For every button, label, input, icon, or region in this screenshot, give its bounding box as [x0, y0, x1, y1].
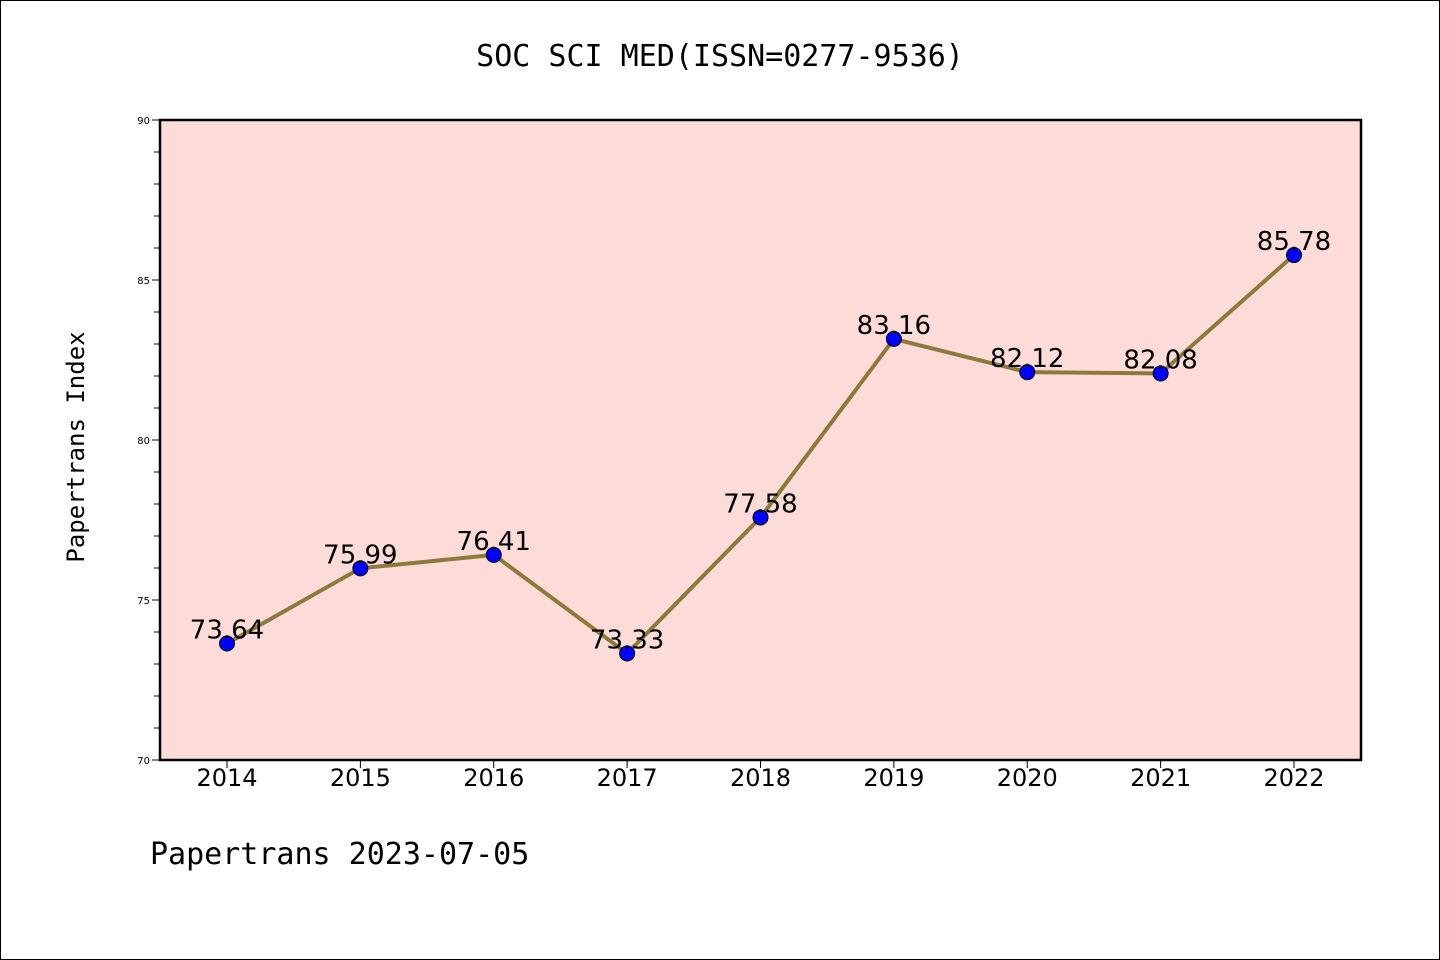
data-label: 75.99 [323, 540, 397, 570]
data-point [219, 635, 235, 652]
x-axis: 2014 2015 2016 2017 2018 2019 2020 2021 2022 [196, 760, 1325, 792]
data-markers [219, 247, 1302, 662]
data-label: 77.58 [723, 489, 797, 519]
x-tick-label: 2015 [330, 764, 391, 792]
y-tick-label: 85 [137, 276, 150, 287]
x-tick-label: 2018 [730, 764, 791, 792]
y-axis: 70 75 80 85 90 [137, 116, 160, 767]
data-point [1019, 364, 1036, 381]
x-tick-label: 2022 [1263, 764, 1324, 792]
data-labels: 73.64 75.99 76.41 73.33 77.58 83.16 82.12 82.08… [190, 227, 1331, 655]
y-tick-label: 70 [137, 756, 150, 767]
footer-text: Papertrans 2023-07-05 [150, 837, 529, 872]
chart-title: SOC SCI MED(ISSN=0277-9536) [476, 39, 964, 74]
data-point [1286, 247, 1302, 264]
x-tick-label: 2017 [597, 764, 658, 792]
y-tick-label: 75 [137, 596, 150, 607]
data-label: 76.41 [457, 527, 531, 557]
plot-area [160, 120, 1361, 760]
y-tick-label: 80 [137, 436, 150, 447]
data-label: 82.12 [990, 344, 1064, 374]
data-point [352, 560, 369, 577]
data-point [1152, 365, 1169, 382]
x-tick-label: 2016 [463, 764, 524, 792]
data-label: 82.08 [1123, 345, 1197, 375]
data-label: 73.33 [590, 625, 664, 655]
data-point [619, 645, 636, 662]
data-label: 85.78 [1257, 227, 1331, 257]
y-tick-label: 90 [137, 116, 150, 127]
x-tick-label: 2021 [1130, 764, 1191, 792]
x-tick-label: 2020 [997, 764, 1058, 792]
y-axis-label: Papertrans Index [62, 331, 90, 562]
data-point [752, 509, 769, 526]
plot-border [158, 118, 1363, 762]
data-point [885, 330, 902, 347]
x-tick-label: 2019 [863, 764, 924, 792]
x-tick-label: 2014 [196, 764, 257, 792]
data-label: 73.64 [190, 616, 264, 646]
data-label: 83.16 [857, 311, 931, 341]
data-point [485, 546, 502, 563]
